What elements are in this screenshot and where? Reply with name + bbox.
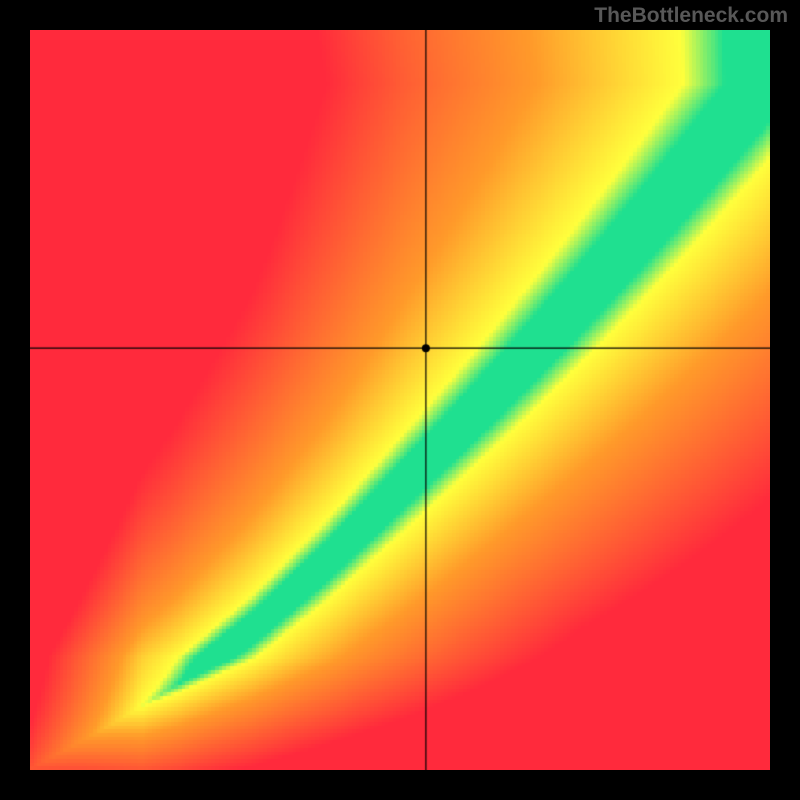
watermark-text: TheBottleneck.com (594, 4, 788, 28)
chart-container: TheBottleneck.com (0, 0, 800, 800)
plot-area (30, 30, 770, 770)
heatmap-canvas (30, 30, 770, 770)
